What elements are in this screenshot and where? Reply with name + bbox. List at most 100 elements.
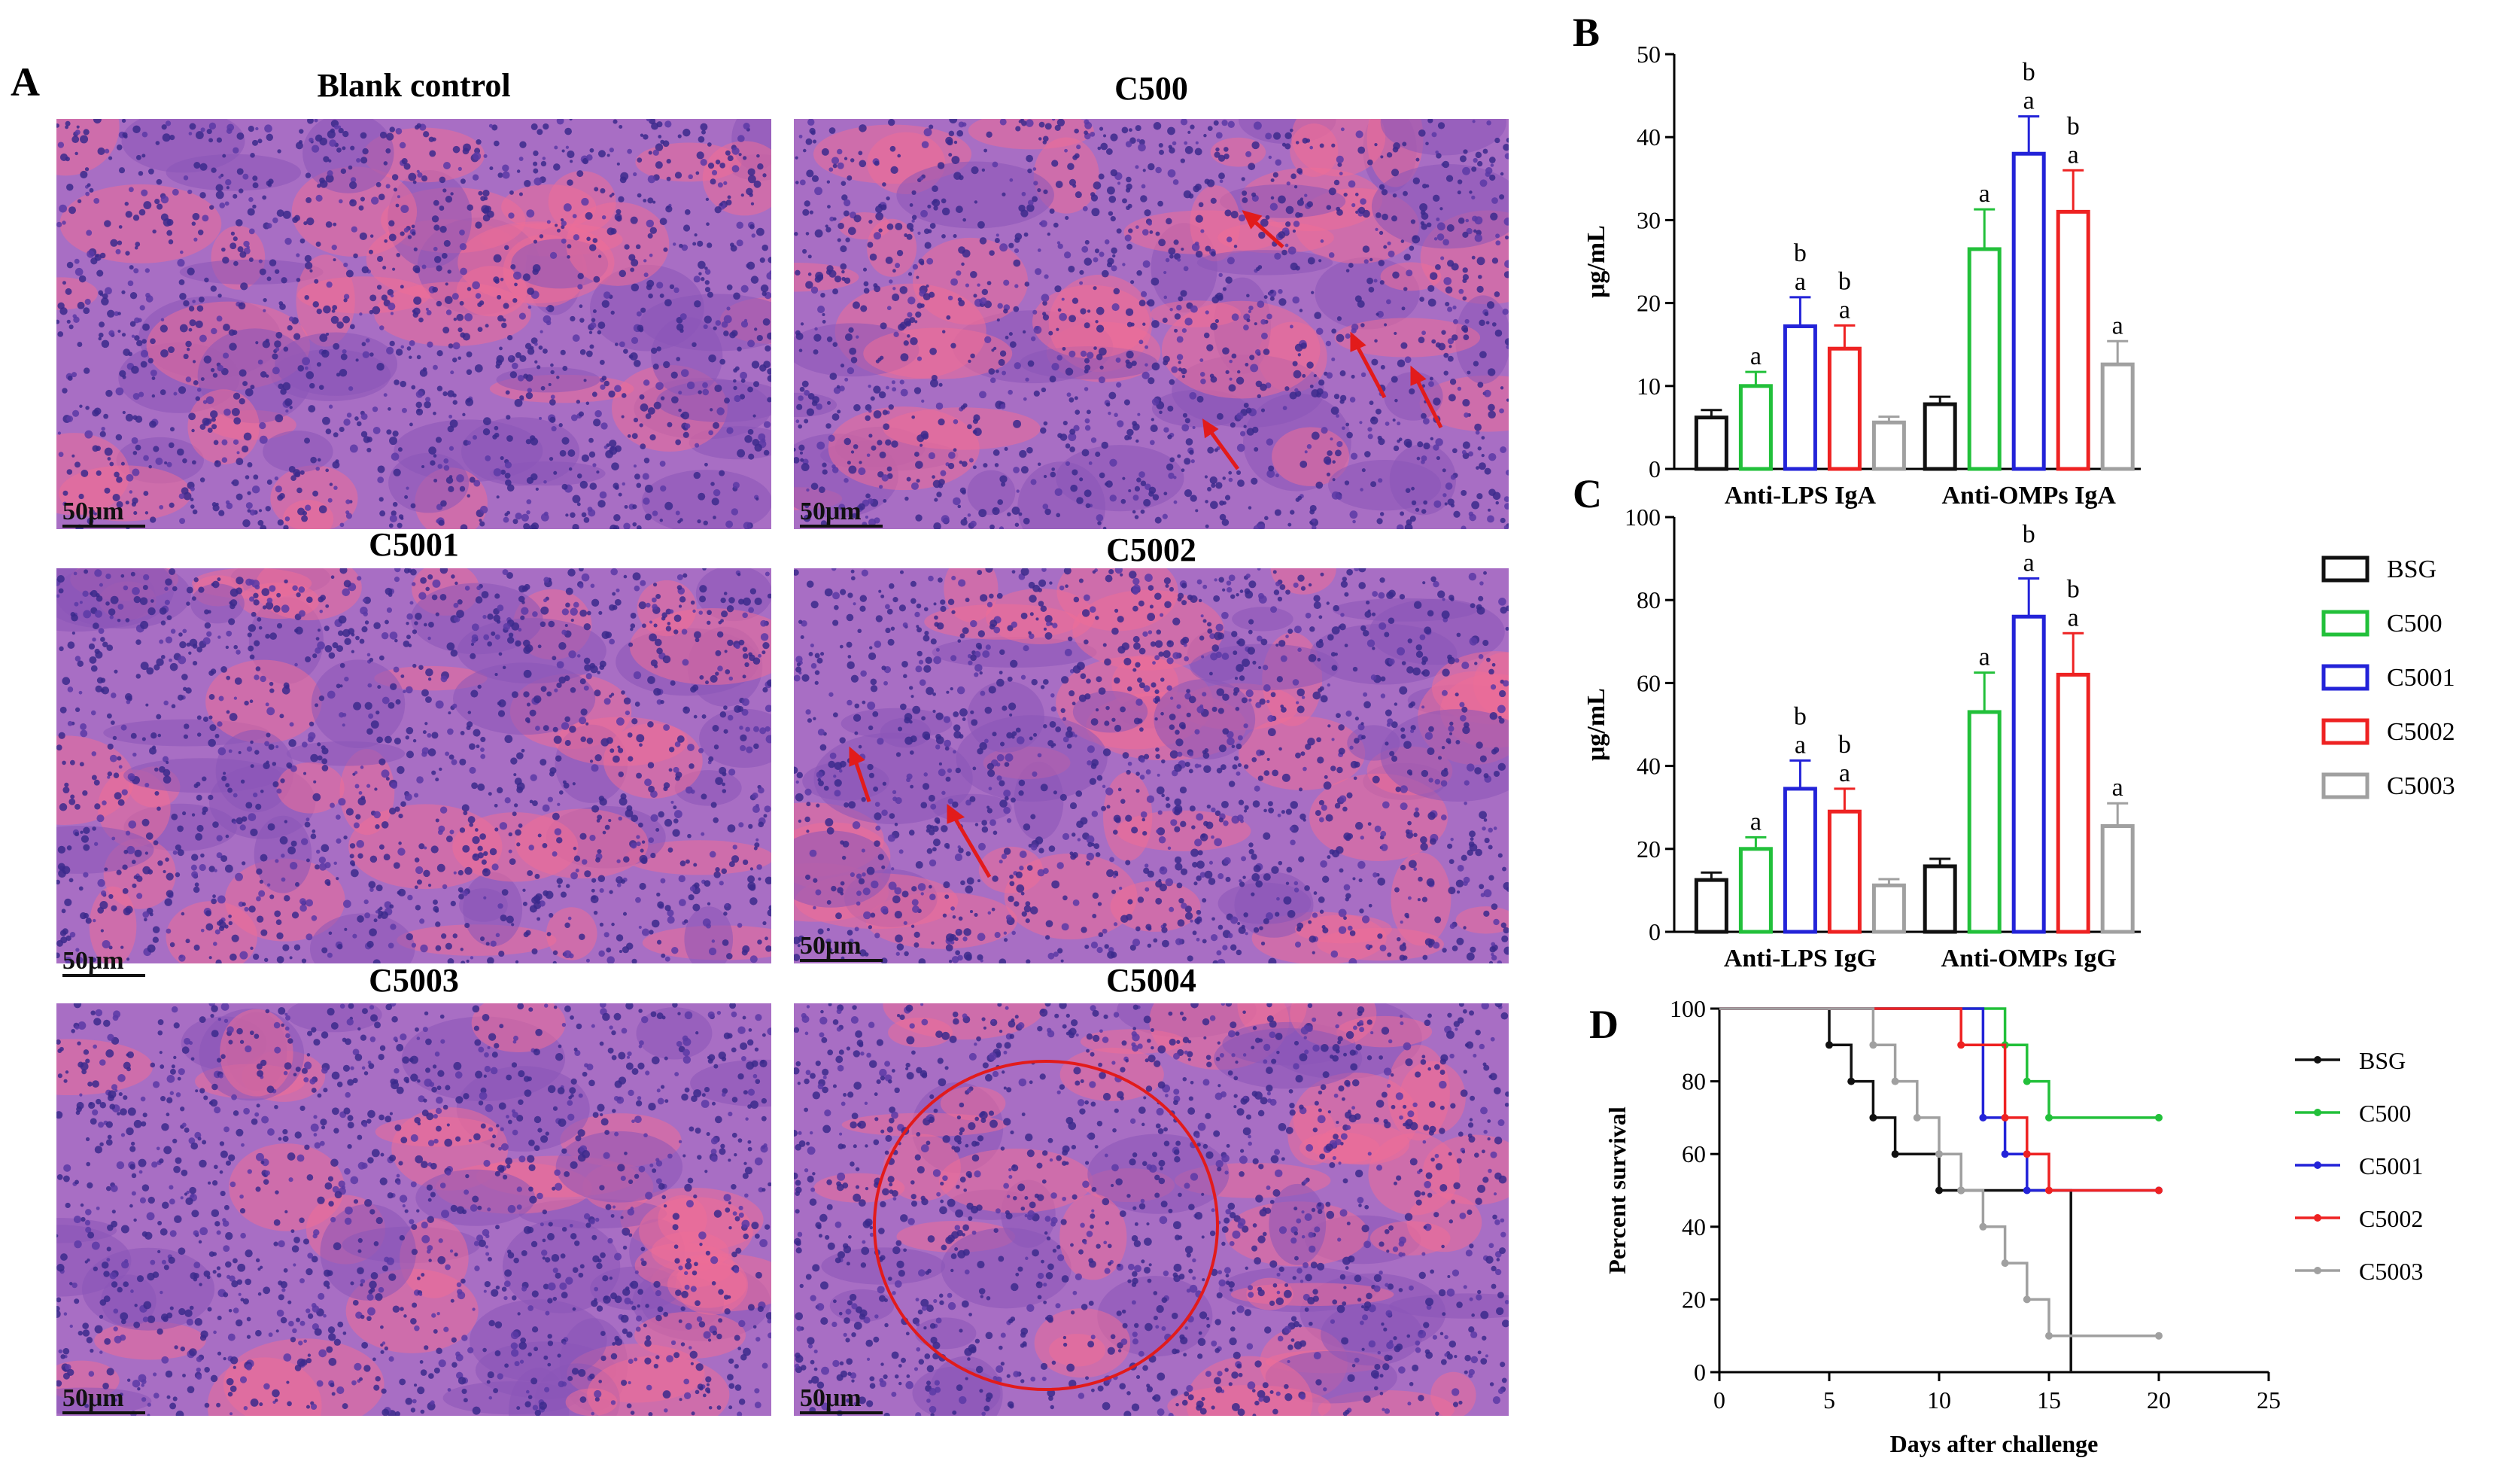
nucleus: [389, 340, 395, 347]
nucleus: [948, 452, 956, 459]
nucleus: [480, 196, 486, 202]
nucleus: [352, 933, 357, 939]
nucleus: [288, 738, 296, 747]
nucleus: [212, 373, 218, 378]
nucleus: [117, 312, 121, 315]
nucleus: [460, 524, 468, 529]
nucleus: [904, 951, 909, 957]
nucleus: [266, 223, 272, 229]
nucleus: [193, 577, 199, 583]
nucleus: [579, 348, 586, 355]
nucleus: [740, 321, 749, 328]
nucleus: [664, 299, 672, 307]
nucleus: [1040, 784, 1048, 792]
nucleus: [389, 126, 396, 132]
nucleus: [1088, 461, 1093, 465]
nucleus: [838, 504, 846, 510]
nucleus: [1409, 516, 1416, 522]
nucleus: [578, 411, 585, 417]
nucleus: [388, 407, 391, 411]
nucleus: [579, 304, 583, 309]
nucleus: [211, 417, 216, 422]
nucleus: [941, 515, 950, 524]
nucleus: [1030, 479, 1037, 485]
nucleus: [373, 811, 381, 819]
nucleus: [96, 269, 104, 277]
nucleus: [1030, 336, 1036, 342]
nucleus: [420, 577, 427, 584]
nucleus: [1436, 218, 1440, 221]
nucleus: [1043, 189, 1048, 194]
nucleus: [512, 297, 518, 303]
nucleus: [1327, 450, 1333, 456]
nucleus: [1488, 403, 1495, 412]
nucleus: [1272, 172, 1278, 178]
nucleus: [1085, 503, 1091, 509]
nucleus: [1318, 615, 1323, 619]
nucleus: [248, 196, 254, 202]
nucleus: [232, 479, 239, 486]
nucleus: [1289, 324, 1293, 329]
nucleus: [194, 882, 199, 887]
nucleus: [647, 233, 653, 239]
nucleus: [710, 802, 717, 808]
nucleus: [1471, 195, 1476, 200]
nucleus: [654, 664, 658, 668]
nucleus: [471, 638, 476, 644]
nucleus: [950, 686, 953, 691]
nucleus: [573, 234, 580, 241]
nucleus: [457, 869, 464, 876]
nucleus: [1157, 773, 1160, 777]
nucleus: [478, 190, 483, 196]
nucleus: [321, 844, 330, 853]
nucleus: [210, 668, 217, 674]
nucleus: [525, 930, 531, 936]
nucleus: [234, 677, 242, 685]
nucleus: [338, 798, 346, 806]
nucleus: [693, 275, 701, 283]
nucleus: [1042, 312, 1047, 316]
nucleus: [1461, 489, 1467, 496]
nucleus: [923, 293, 931, 301]
nucleus: [461, 960, 466, 963]
nucleus: [599, 359, 605, 365]
nucleus: [1415, 644, 1423, 651]
nucleus: [631, 718, 638, 725]
nucleus: [708, 430, 714, 436]
nucleus: [1476, 466, 1479, 470]
nucleus: [1285, 205, 1294, 215]
nucleus: [1488, 827, 1493, 833]
nucleus: [101, 426, 105, 431]
nucleus: [483, 154, 488, 158]
nucleus: [549, 399, 556, 406]
nucleus: [1072, 154, 1078, 160]
nucleus: [211, 424, 217, 430]
nucleus: [326, 282, 333, 288]
nucleus: [673, 614, 682, 622]
nucleus: [1054, 124, 1061, 131]
nucleus: [127, 773, 135, 781]
nucleus: [1151, 397, 1160, 406]
nucleus: [600, 384, 606, 390]
nucleus: [342, 349, 347, 355]
nucleus: [1219, 500, 1225, 506]
nucleus: [107, 775, 111, 779]
nucleus: [968, 458, 974, 463]
nucleus: [597, 330, 602, 335]
nucleus: [693, 863, 698, 867]
nucleus: [433, 199, 439, 206]
nucleus: [195, 832, 203, 841]
nucleus: [1284, 386, 1290, 391]
nucleus: [190, 498, 194, 502]
nucleus: [1177, 454, 1181, 458]
nucleus: [542, 157, 546, 160]
nucleus: [436, 350, 443, 357]
nucleus: [132, 497, 138, 504]
nucleus: [1336, 440, 1343, 448]
nucleus: [692, 242, 697, 246]
nucleus: [597, 150, 606, 158]
nucleus: [609, 638, 616, 645]
nucleus: [109, 461, 114, 467]
nucleus: [397, 447, 403, 452]
nucleus: [1425, 142, 1429, 146]
